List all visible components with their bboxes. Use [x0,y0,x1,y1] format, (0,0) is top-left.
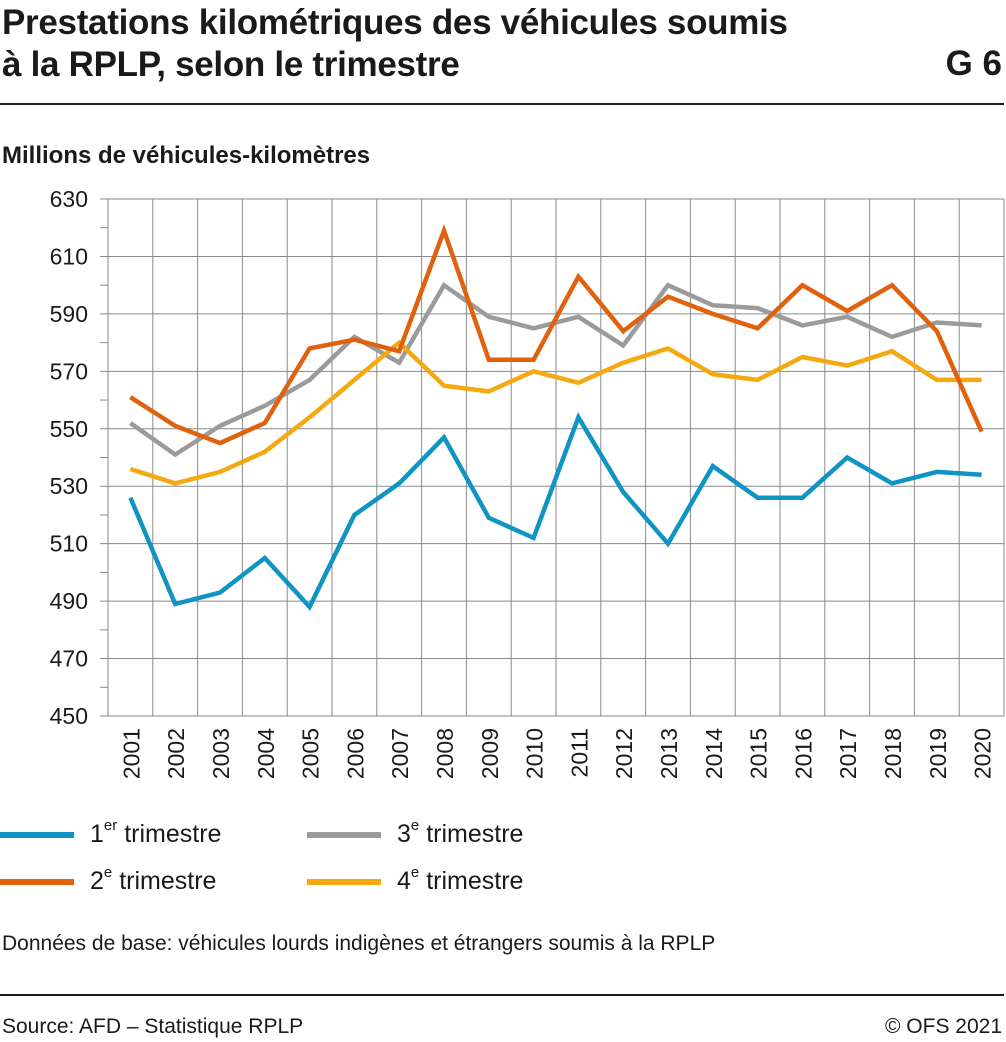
legend-label-q1: 1er trimestre [90,817,222,848]
copyright-text: © OFS 2021 [884,1015,1002,1038]
legend-label-q4: 4e trimestre [397,864,524,895]
y-tick-label: 610 [50,243,88,269]
series-line-q1 [128,412,982,611]
x-tick-label: 2004 [253,728,279,779]
graphic-number: G 6 [945,44,1002,83]
x-tick-label: 2018 [880,728,906,779]
x-tick-label: 2007 [387,728,413,779]
y-tick-label: 470 [50,646,88,672]
x-tick-label: 2016 [790,728,816,779]
chart-title-line-2: à la RPLP, selon le trimestre [2,45,460,84]
source-text: Source: AFD – Statistique RPLP [2,1015,304,1038]
legend-swatch-q2 [0,878,74,885]
x-tick-label: 2001 [118,728,144,779]
x-tick-label: 2011 [566,728,592,777]
x-axis-ticks: 2001 2002 2003 2004 2005 2006 2007 2008 2009 2010… [118,728,995,779]
chart-title-line-1: Prestations kilométriques des véhicules … [2,3,788,42]
chart-title: Prestations kilométriques des véhicules … [2,2,902,86]
legend-swatch-q3 [307,831,381,838]
legend-item-q2: 2e trimestre [0,864,217,896]
x-tick-label: 2002 [163,728,189,779]
x-tick-label: 2008 [432,728,458,779]
x-tick-label: 2009 [477,728,503,779]
x-tick-label: 2015 [746,728,772,779]
legend-item-q4: 4e trimestre [307,864,524,896]
y-axis-label: Millions de véhicules-kilomètres [2,142,371,169]
legend-item-q1: 1er trimestre [0,817,222,849]
x-tick-label: 2010 [522,728,548,779]
data-note: Données de base: véhicules lourds indigè… [2,932,716,955]
x-tick-label: 2006 [342,728,368,779]
legend-swatch-q4 [307,878,381,885]
x-tick-label: 2014 [701,728,727,779]
y-axis-ticks: 450 470 490 510 530 550 570 590 610 630 [50,186,88,729]
legend-label-q2: 2e trimestre [90,864,217,895]
y-tick-label: 550 [50,416,88,442]
x-tick-label: 2012 [611,728,637,779]
y-tick-label: 510 [50,531,88,557]
footer-rule [0,994,1004,996]
y-tick-label: 570 [50,358,88,384]
y-tick-label: 450 [50,703,88,729]
y-tick-label: 630 [50,186,88,212]
x-tick-label: 2013 [656,728,682,779]
x-tick-label: 2017 [835,728,861,779]
header-rule [0,103,1004,105]
series-line-q4 [129,339,982,486]
legend: 1er trimestre 2e trimestre 3e trimestre … [0,817,1006,910]
x-tick-label: 2019 [925,728,951,779]
x-tick-label: 2003 [208,728,234,779]
x-tick-label: 2020 [970,728,996,779]
series-lines [128,223,984,611]
legend-label-q3: 3e trimestre [397,817,524,848]
series-line-q2 [129,223,984,446]
y-tick-label: 490 [50,588,88,614]
legend-swatch-q1 [0,831,74,838]
x-tick-label: 2005 [298,728,324,779]
legend-item-q3: 3e trimestre [307,817,524,849]
grid-lines [100,198,1005,717]
y-tick-label: 590 [50,301,88,327]
y-tick-label: 530 [50,473,88,499]
